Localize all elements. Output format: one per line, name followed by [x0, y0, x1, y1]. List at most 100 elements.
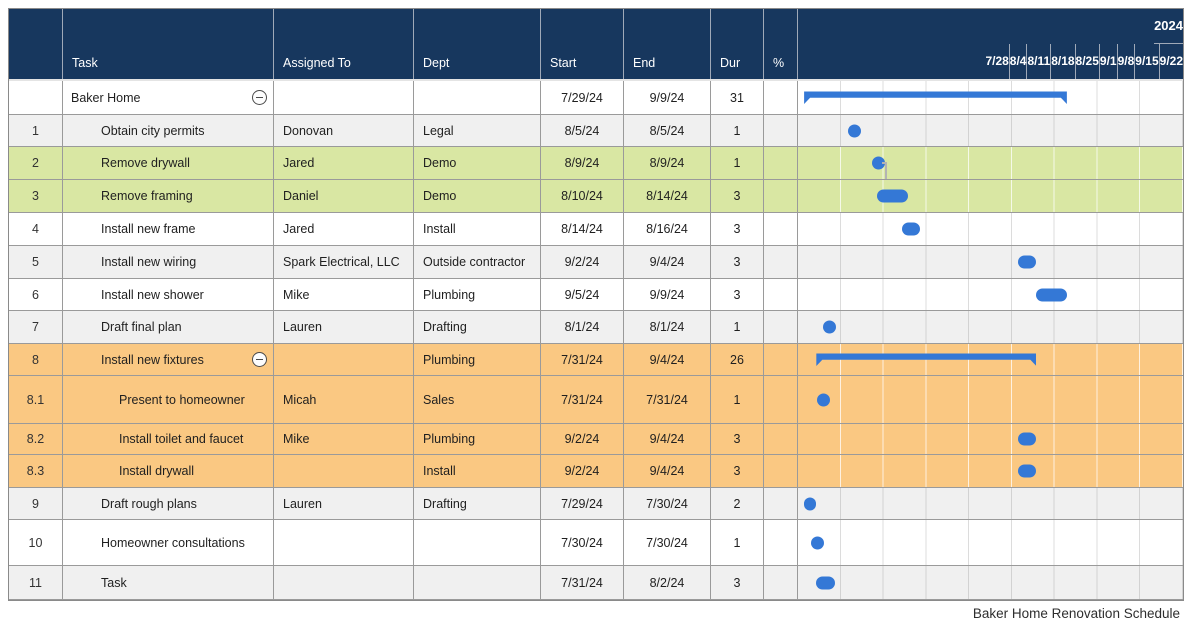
dept-cell[interactable]: Install [414, 455, 541, 488]
gantt-summary-bar[interactable] [816, 353, 1036, 366]
end-cell[interactable]: 8/5/24 [624, 115, 711, 147]
dur-cell[interactable]: 1 [711, 147, 764, 180]
assigned-cell[interactable]: Daniel [274, 180, 414, 213]
assigned-cell[interactable]: Spark Electrical, LLC [274, 246, 414, 279]
dept-cell[interactable] [414, 520, 541, 566]
pct-cell[interactable] [764, 115, 798, 147]
dept-cell[interactable]: Demo [414, 147, 541, 180]
timeline-cell[interactable] [798, 344, 1183, 376]
gantt-bar[interactable] [901, 222, 921, 236]
timeline-cell[interactable] [798, 566, 1183, 600]
assigned-cell[interactable]: Mike [274, 279, 414, 311]
dur-cell[interactable]: 3 [711, 213, 764, 246]
gantt-milestone-dot[interactable] [817, 393, 831, 406]
end-cell[interactable]: 8/2/24 [624, 566, 711, 600]
dept-cell[interactable]: Plumbing [414, 279, 541, 311]
end-cell[interactable]: 9/9/24 [624, 279, 711, 311]
dur-cell[interactable]: 3 [711, 279, 764, 311]
task-cell[interactable]: Install toilet and faucet [63, 424, 274, 455]
task-cell[interactable]: Draft rough plans [63, 488, 274, 520]
row-number-cell[interactable] [9, 81, 63, 115]
dept-cell[interactable]: Outside contractor [414, 246, 541, 279]
gantt-milestone-dot[interactable] [847, 124, 861, 137]
row-number-cell[interactable]: 3 [9, 180, 63, 213]
pct-cell[interactable] [764, 246, 798, 279]
dur-cell[interactable]: 1 [711, 311, 764, 344]
end-cell[interactable]: 7/30/24 [624, 488, 711, 520]
task-cell[interactable]: Present to homeowner [63, 376, 274, 424]
dur-cell[interactable]: 1 [711, 520, 764, 566]
dur-cell[interactable]: 3 [711, 180, 764, 213]
assigned-cell[interactable]: Lauren [274, 311, 414, 344]
collapse-icon[interactable] [252, 90, 267, 105]
gantt-bar[interactable] [1018, 255, 1037, 269]
gantt-milestone-dot[interactable] [872, 156, 886, 170]
timeline-cell[interactable] [798, 180, 1183, 213]
gantt-bar[interactable] [816, 576, 835, 589]
pct-cell[interactable] [764, 279, 798, 311]
row-number-cell[interactable]: 8.1 [9, 376, 63, 424]
assigned-cell[interactable] [274, 566, 414, 600]
start-cell[interactable]: 7/30/24 [541, 520, 624, 566]
dur-cell[interactable]: 3 [711, 566, 764, 600]
timeline-cell[interactable] [798, 424, 1183, 455]
end-cell[interactable]: 9/9/24 [624, 81, 711, 115]
dept-cell[interactable]: Install [414, 213, 541, 246]
timeline-cell[interactable] [798, 520, 1183, 566]
end-cell[interactable]: 8/1/24 [624, 311, 711, 344]
gantt-summary-bar[interactable] [804, 91, 1067, 104]
task-cell[interactable]: Draft final plan [63, 311, 274, 344]
task-cell[interactable]: Remove framing [63, 180, 274, 213]
dept-cell[interactable]: Drafting [414, 488, 541, 520]
pct-cell[interactable] [764, 488, 798, 520]
assigned-cell[interactable] [274, 520, 414, 566]
dept-cell[interactable]: Plumbing [414, 344, 541, 376]
dur-cell[interactable]: 31 [711, 81, 764, 115]
end-cell[interactable]: 9/4/24 [624, 424, 711, 455]
assigned-cell[interactable]: Jared [274, 213, 414, 246]
start-cell[interactable]: 9/2/24 [541, 246, 624, 279]
start-cell[interactable]: 8/9/24 [541, 147, 624, 180]
task-cell[interactable]: Install new wiring [63, 246, 274, 279]
timeline-cell[interactable] [798, 488, 1183, 520]
dept-cell[interactable] [414, 81, 541, 115]
pct-cell[interactable] [764, 455, 798, 488]
pct-cell[interactable] [764, 376, 798, 424]
task-cell[interactable]: Install new shower [63, 279, 274, 311]
end-cell[interactable]: 9/4/24 [624, 344, 711, 376]
gantt-milestone-dot[interactable] [811, 536, 825, 549]
row-number-cell[interactable]: 8.3 [9, 455, 63, 488]
dur-cell[interactable]: 3 [711, 455, 764, 488]
assigned-cell[interactable]: Jared [274, 147, 414, 180]
dept-cell[interactable]: Demo [414, 180, 541, 213]
start-cell[interactable]: 7/31/24 [541, 566, 624, 600]
timeline-cell[interactable] [798, 81, 1183, 115]
start-cell[interactable]: 9/5/24 [541, 279, 624, 311]
task-cell[interactable]: Task [63, 566, 274, 600]
start-cell[interactable]: 7/31/24 [541, 376, 624, 424]
timeline-cell[interactable] [798, 213, 1183, 246]
start-cell[interactable]: 8/10/24 [541, 180, 624, 213]
dur-cell[interactable]: 1 [711, 115, 764, 147]
row-number-cell[interactable]: 4 [9, 213, 63, 246]
column-header-dur[interactable]: Dur [711, 9, 764, 79]
dept-cell[interactable]: Sales [414, 376, 541, 424]
assigned-cell[interactable] [274, 344, 414, 376]
pct-cell[interactable] [764, 213, 798, 246]
pct-cell[interactable] [764, 147, 798, 180]
assigned-cell[interactable] [274, 81, 414, 115]
gantt-bar[interactable] [1018, 464, 1037, 478]
timeline-cell[interactable] [798, 147, 1183, 180]
end-cell[interactable]: 8/16/24 [624, 213, 711, 246]
end-cell[interactable]: 9/4/24 [624, 246, 711, 279]
end-cell[interactable]: 7/30/24 [624, 520, 711, 566]
row-number-cell[interactable]: 9 [9, 488, 63, 520]
gantt-milestone-dot[interactable] [823, 320, 837, 334]
gantt-bar[interactable] [804, 497, 817, 510]
end-cell[interactable]: 8/14/24 [624, 180, 711, 213]
task-cell[interactable]: Baker Home [63, 81, 274, 115]
dept-cell[interactable]: Legal [414, 115, 541, 147]
task-cell[interactable]: Install new frame [63, 213, 274, 246]
column-header-start[interactable]: Start [541, 9, 624, 79]
gantt-bar[interactable] [1018, 432, 1037, 446]
